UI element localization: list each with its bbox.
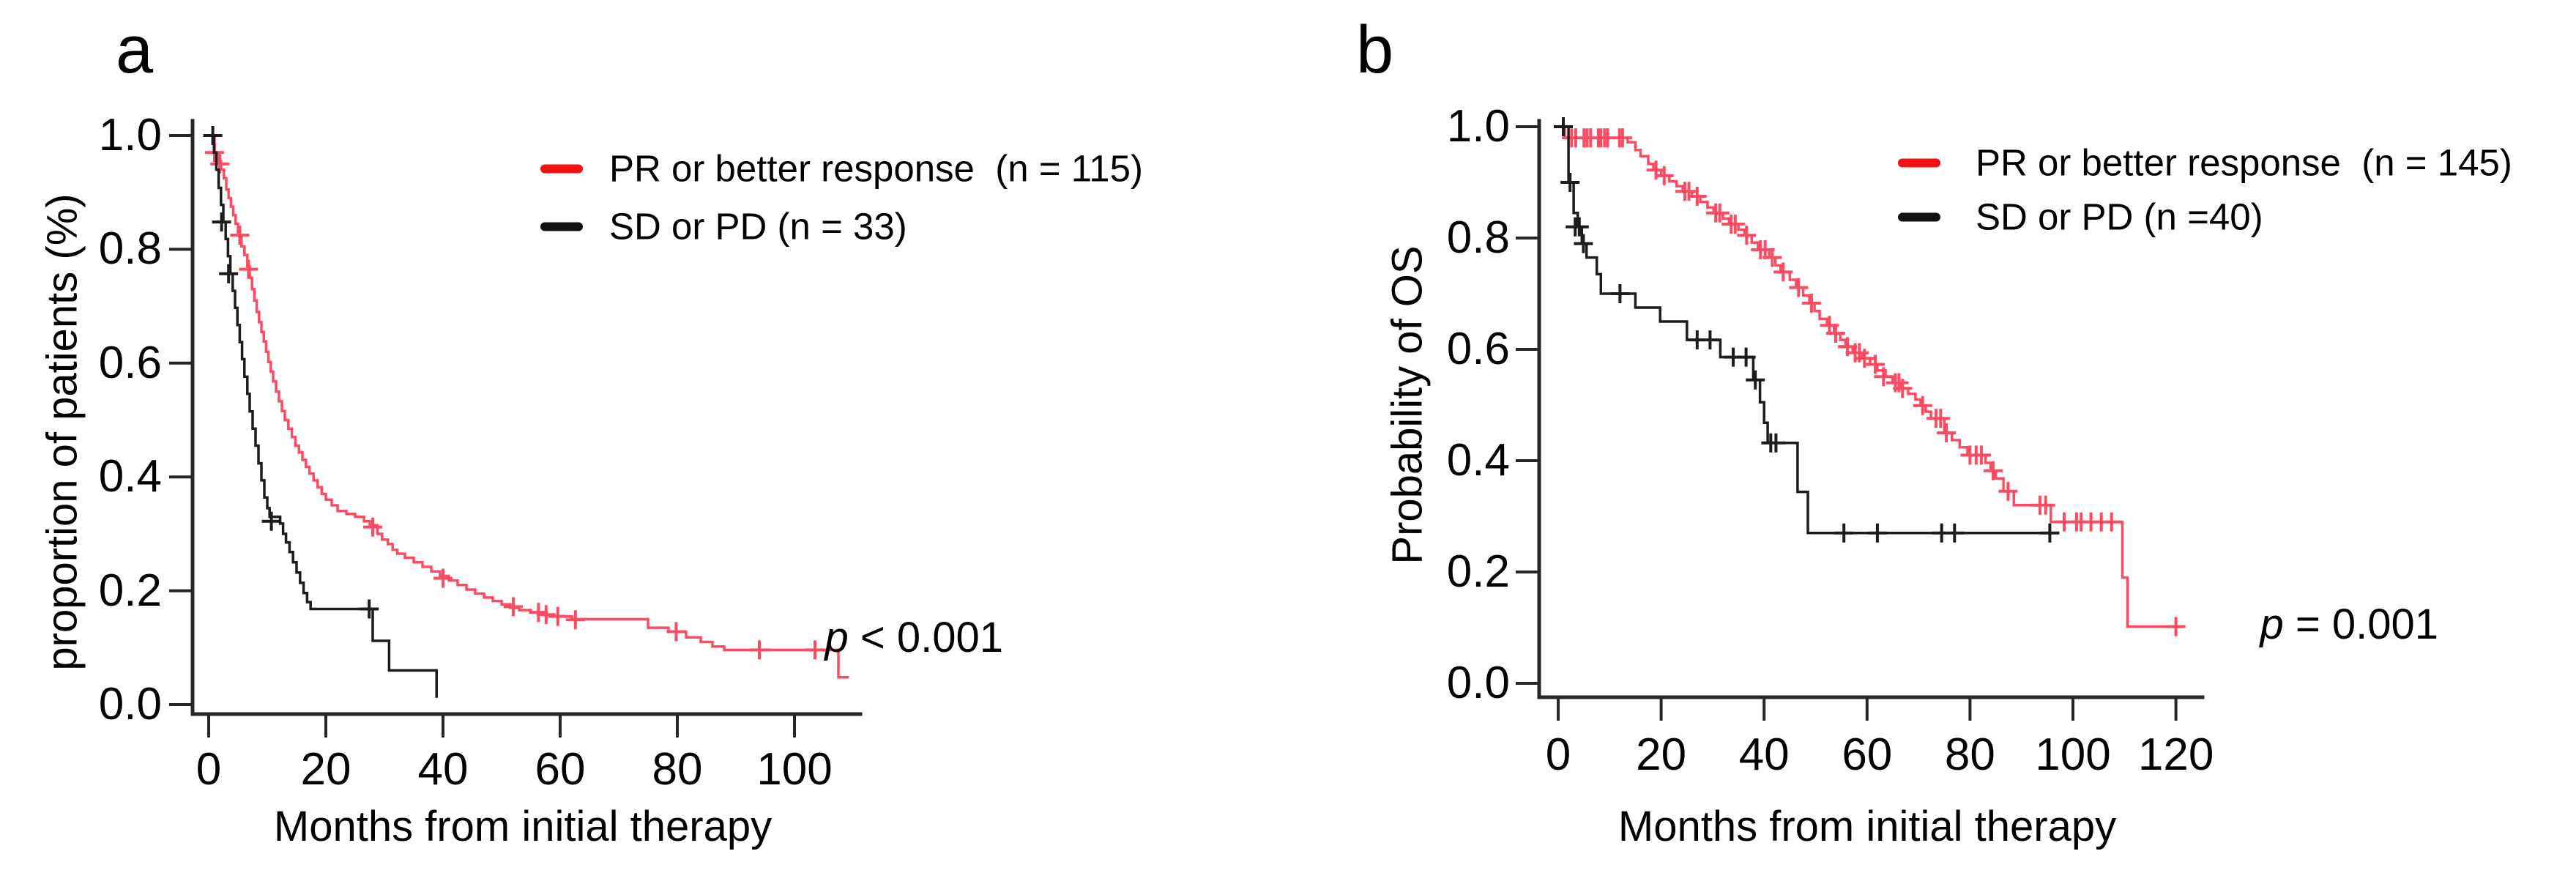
pr-curve-legend-dash-icon xyxy=(1898,158,1940,167)
pr-curve-legend-label: PR or better response (n = 145) xyxy=(1976,141,2512,184)
panel-b-x-axis-title: Months from initial therapy xyxy=(1618,803,2117,850)
panel-a-letter: a xyxy=(116,12,154,87)
panel-a-x-axis-title: Months from initial therapy xyxy=(273,803,773,850)
panel-b-letter: b xyxy=(1356,12,1394,87)
censor-marks-sd xyxy=(203,126,379,619)
sd-curve-legend-label: SD or PD (n = 33) xyxy=(609,205,907,248)
panel-a-pvalue: p < 0.001 xyxy=(778,564,1003,711)
censor-marks-pr xyxy=(1562,128,2186,636)
y-tick-label: 0.4 xyxy=(1446,435,1510,486)
x-tick-label: 60 xyxy=(1842,729,1893,780)
pvalue-text: < 0.001 xyxy=(848,614,1003,661)
panel-a-legend-item-sd: SD or PD (n = 33) xyxy=(540,205,907,248)
y-tick-label: 0.8 xyxy=(98,223,162,275)
x-tick-label: 0 xyxy=(1545,729,1571,780)
pr-curve-legend-label: PR or better response (n = 115) xyxy=(609,147,1144,190)
panel-b-pvalue: p = 0.001 xyxy=(2213,551,2438,698)
censor-marks-sd xyxy=(1554,117,2060,543)
x-tick-label: 100 xyxy=(2035,729,2111,780)
x-tick-label: 60 xyxy=(535,744,586,795)
x-tick-label: 80 xyxy=(1944,729,1995,780)
x-tick-label: 20 xyxy=(300,744,351,795)
y-tick-label: 0.2 xyxy=(98,565,162,616)
sd-curve-legend-dash-icon xyxy=(540,222,583,231)
y-tick-label: 0.2 xyxy=(1446,546,1510,597)
pvalue-symbol: p xyxy=(2260,601,2284,648)
panel-b-legend-item-sd: SD or PD (n =40) xyxy=(1898,196,2263,239)
km-curve-sd xyxy=(1558,125,2058,535)
x-tick-label: 20 xyxy=(1636,729,1687,780)
y-tick-label: 0.4 xyxy=(98,451,162,502)
y-tick-label: 1.0 xyxy=(1446,101,1510,152)
pr-curve-legend-dash-icon xyxy=(540,164,583,173)
y-tick-label: 0.8 xyxy=(1446,212,1510,263)
y-tick-label: 0.0 xyxy=(98,679,162,729)
panel-b-legend-item-pr: PR or better response (n = 145) xyxy=(1898,141,2512,185)
y-tick-label: 0.0 xyxy=(1446,658,1510,708)
x-tick-label: 40 xyxy=(417,744,469,795)
km-curve-sd xyxy=(209,134,438,698)
x-tick-label: 100 xyxy=(756,744,833,795)
x-tick-label: 40 xyxy=(1738,729,1790,780)
x-tick-label: 120 xyxy=(2137,729,2214,780)
pvalue-text: = 0.001 xyxy=(2283,601,2438,648)
sd-curve-legend-dash-icon xyxy=(1898,212,1940,221)
y-tick-label: 0.6 xyxy=(98,337,162,388)
y-tick-label: 0.6 xyxy=(1446,324,1510,374)
sd-curve-legend-label: SD or PD (n =40) xyxy=(1976,196,2263,238)
y-tick-label: 1.0 xyxy=(98,110,162,160)
km-curve-pr xyxy=(1558,125,2179,628)
panel-b-y-axis-title: Probability of OS xyxy=(1383,245,1432,565)
x-tick-label: 0 xyxy=(196,744,222,795)
panel-a-legend-item-pr: PR or better response (n = 115) xyxy=(540,147,1143,190)
pvalue-symbol: p xyxy=(824,614,849,661)
x-tick-label: 80 xyxy=(652,744,703,795)
